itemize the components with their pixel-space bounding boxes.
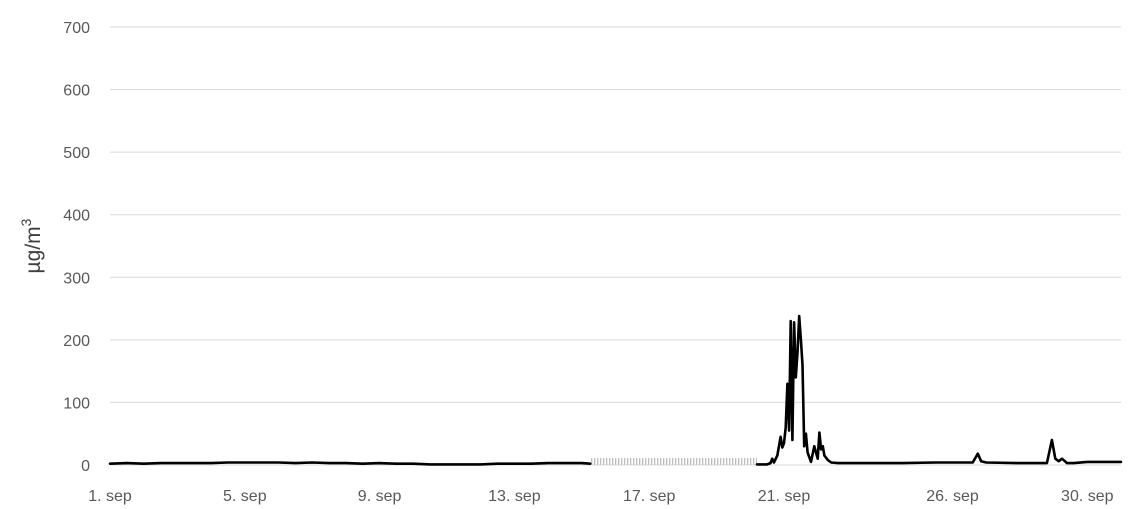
y-tick-label-0: 0 — [81, 458, 90, 475]
series-0-segment-0 — [108, 461, 592, 466]
gridlines — [110, 26, 1121, 466]
missing-data-range-0 — [590, 458, 758, 465]
x-tick-label-5: 5. sep — [223, 488, 267, 505]
x-axis-tick-labels: 1. sep 5. sep 9. sep 13. sep 17. sep 21. sep 2… — [88, 488, 1113, 505]
x-tick-label-30: 30. sep — [1061, 488, 1114, 505]
y-tick-label-500: 500 — [63, 145, 90, 162]
x-tick-label-1: 1. sep — [88, 488, 132, 505]
y-tick-label-100: 100 — [63, 395, 90, 412]
y-axis-title: µg/m3 — [18, 218, 45, 273]
x-tick-label-13: 13. sep — [488, 488, 541, 505]
y-tick-label-400: 400 — [63, 208, 90, 225]
y-tick-label-600: 600 — [63, 83, 90, 100]
x-tick-label-9: 9. sep — [358, 488, 402, 505]
y-tick-label-700: 700 — [63, 20, 90, 37]
x-tick-label-26: 26. sep — [926, 488, 979, 505]
x-tick-label-17: 17. sep — [623, 488, 676, 505]
x-tick-label-21: 21. sep — [758, 488, 811, 505]
missing-data-hatching — [590, 458, 758, 465]
series-0-segment-1 — [755, 314, 1123, 466]
y-tick-label-200: 200 — [63, 333, 90, 350]
y-axis-tick-labels: 0 100 200 300 400 500 600 700 — [63, 20, 90, 475]
series-lines — [108, 314, 1123, 466]
y-tick-label-300: 300 — [63, 270, 90, 287]
